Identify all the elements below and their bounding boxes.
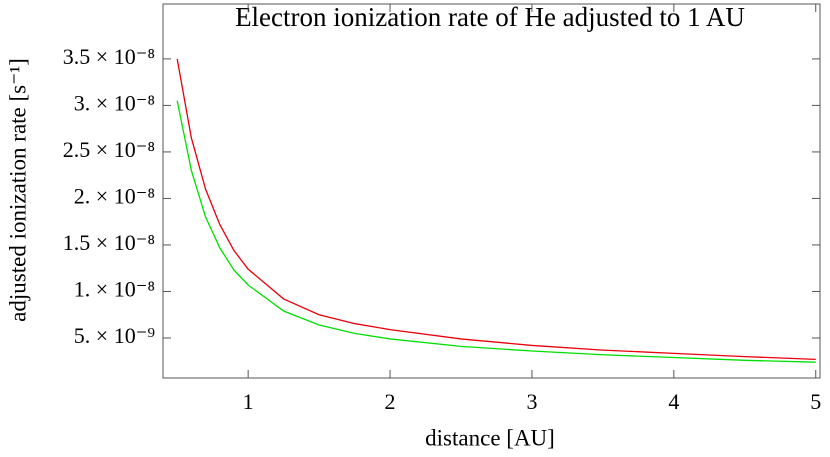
- data-line: [176, 100, 816, 363]
- x-axis-label: distance [AU]: [425, 425, 555, 450]
- x-tick-label: 3: [526, 389, 537, 414]
- y-tick-label: 5. × 10⁻⁹: [74, 323, 156, 348]
- y-tick-label: 1.5 × 10⁻⁸: [63, 230, 155, 255]
- y-tick-label: 2. × 10⁻⁸: [74, 183, 155, 208]
- x-tick-label: 5: [810, 389, 821, 414]
- x-tick-label: 1: [243, 389, 254, 414]
- x-tick-label: 2: [385, 389, 396, 414]
- chart-title: Electron ionization rate of He adjusted …: [235, 2, 745, 32]
- y-axis-label: adjusted ionization rate [s⁻¹]: [5, 58, 30, 322]
- y-tick-label: 3.5 × 10⁻⁸: [63, 44, 155, 69]
- y-tick-label: 3. × 10⁻⁸: [74, 90, 155, 115]
- y-tick-label: 2.5 × 10⁻⁸: [63, 137, 155, 162]
- data-line: [176, 58, 816, 361]
- y-tick-label: 1. × 10⁻⁸: [74, 277, 155, 302]
- x-tick-label: 4: [668, 389, 679, 414]
- plot-frame: [162, 3, 821, 379]
